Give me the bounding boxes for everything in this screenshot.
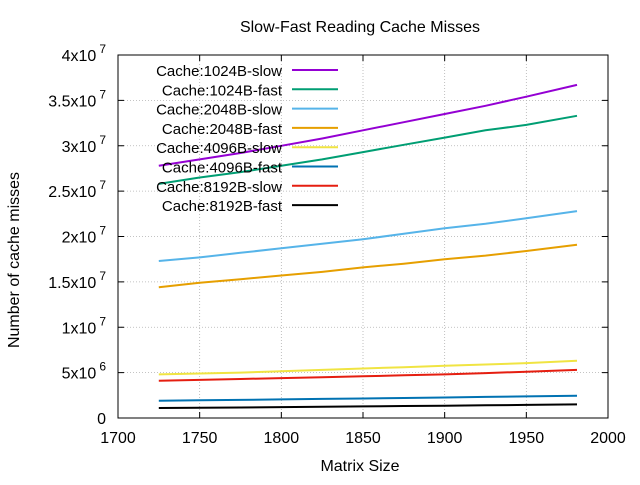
- y-tick-label-exponent: 6: [99, 360, 106, 374]
- legend: Cache:1024B-slow Cache:1024B-fast Cache:20…: [156, 63, 338, 215]
- legend-item: Cache:2048B-fast: [162, 121, 338, 138]
- x-axis-label: Matrix Size: [320, 458, 399, 475]
- legend-label: Cache:8192B-fast: [162, 198, 283, 215]
- legend-item: Cache:8192B-fast: [162, 198, 338, 215]
- series-line-cache-4096b-slow: [158, 359, 578, 376]
- x-tick-label: 1800: [264, 430, 300, 447]
- series-line-cache-1024b-fast: [158, 114, 578, 185]
- series-line-cache-8192b-slow: [158, 368, 578, 382]
- legend-label: Cache:8192B-slow: [156, 179, 282, 196]
- y-tick-label: 3x10 7: [62, 133, 107, 156]
- x-tick-label: 1750: [182, 430, 218, 447]
- y-tick-label-exponent: 7: [99, 224, 106, 238]
- x-axis-ticks: 1700 1750 1800 1850 1900 1950 2000: [100, 55, 626, 447]
- legend-item: Cache:8192B-slow: [156, 179, 338, 196]
- y-tick-label-mantissa: 1x10: [62, 320, 97, 337]
- series-line-cache-8192b-fast: [158, 403, 578, 409]
- series-line-cache-2048b-fast: [158, 243, 578, 289]
- y-tick-label: 5x10 6: [62, 360, 107, 383]
- y-tick-label: 0: [97, 411, 106, 428]
- legend-item: Cache:1024B-fast: [162, 82, 338, 99]
- y-tick-label-exponent: 7: [99, 87, 106, 101]
- legend-item: Cache:2048B-slow: [156, 102, 338, 119]
- x-tick-label: 1950: [509, 430, 545, 447]
- legend-item: Cache:4096B-slow: [156, 140, 338, 157]
- y-tick-label: 1x10 7: [62, 314, 107, 337]
- y-tick-label: 1.5x10 7: [48, 269, 106, 292]
- legend-label: Cache:4096B-fast: [162, 160, 283, 177]
- series-line-cache-1024b-slow: [158, 83, 578, 167]
- legend-label: Cache:2048B-slow: [156, 102, 282, 119]
- x-tick-label: 2000: [590, 430, 626, 447]
- legend-item: Cache:1024B-slow: [156, 63, 338, 80]
- legend-label: Cache:1024B-slow: [156, 63, 282, 80]
- y-tick-label: 2x10 7: [62, 224, 107, 247]
- y-tick-label-exponent: 7: [99, 133, 106, 147]
- y-axis-label: Number of cache misses: [6, 172, 23, 348]
- x-tick-label: 1850: [345, 430, 381, 447]
- legend-item: Cache:4096B-fast: [162, 160, 338, 177]
- y-tick-label-mantissa: 3x10: [62, 139, 97, 156]
- y-tick-label: 4x10 7: [62, 42, 107, 65]
- y-tick-label-mantissa: 5x10: [62, 366, 97, 383]
- legend-label: Cache:2048B-fast: [162, 121, 283, 138]
- x-tick-label: 1700: [100, 430, 136, 447]
- series-line-cache-2048b-slow: [158, 210, 578, 262]
- y-tick-label-mantissa: 3.5x10: [48, 93, 96, 110]
- y-tick-label-exponent: 7: [99, 178, 106, 192]
- y-tick-label-mantissa: 0: [97, 411, 106, 428]
- y-tick-label-mantissa: 4x10: [62, 48, 97, 65]
- y-tick-label-mantissa: 2.5x10: [48, 184, 96, 201]
- y-tick-label-mantissa: 2x10: [62, 230, 97, 247]
- y-tick-label: 2.5x10 7: [48, 178, 106, 201]
- chart-title: Slow-Fast Reading Cache Misses: [240, 19, 480, 36]
- legend-label: Cache:1024B-fast: [162, 82, 283, 99]
- y-tick-label-exponent: 7: [99, 314, 106, 328]
- y-tick-label-exponent: 7: [99, 269, 106, 283]
- x-tick-label: 1900: [427, 430, 463, 447]
- y-tick-label-exponent: 7: [99, 42, 106, 56]
- series-line-cache-4096b-fast: [158, 394, 578, 402]
- y-tick-label: 3.5x10 7: [48, 87, 106, 110]
- y-tick-label-mantissa: 1.5x10: [48, 275, 96, 292]
- series-lines: [158, 83, 578, 409]
- legend-label: Cache:4096B-slow: [156, 140, 282, 157]
